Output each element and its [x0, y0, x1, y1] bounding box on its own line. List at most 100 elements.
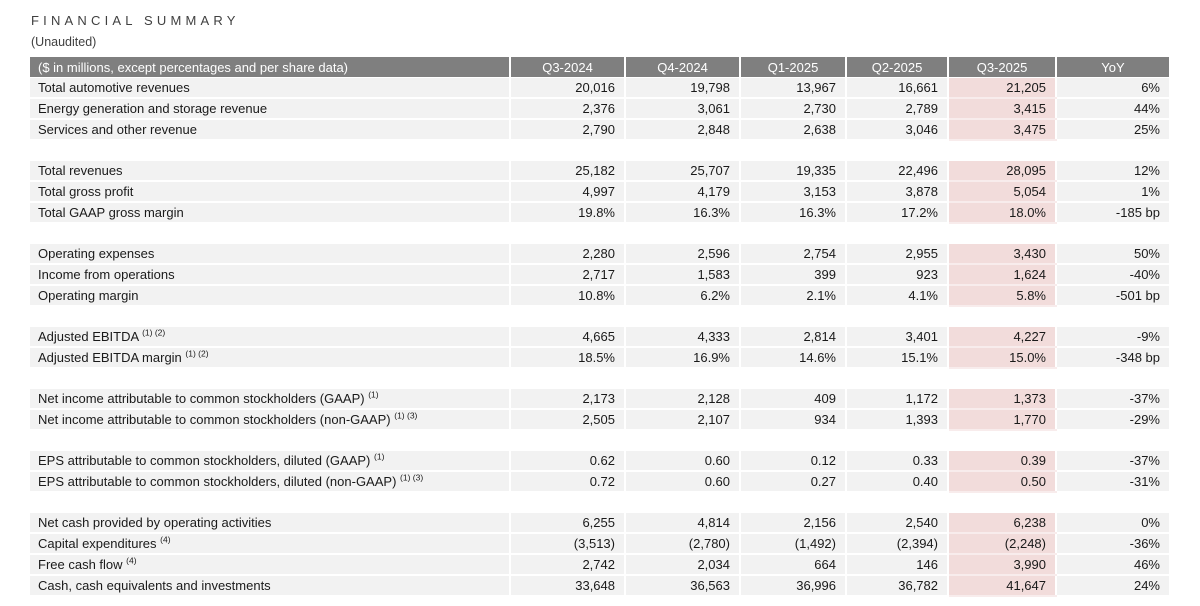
value-cell: 2,848 — [624, 119, 740, 141]
value-cell: 2.1% — [739, 285, 846, 307]
value-cell: 3,061 — [624, 98, 740, 120]
table-row: Free cash flow (4) 2,742 2,034 664 146 3,990 4… — [30, 554, 1169, 576]
value-cell: 2,280 — [509, 244, 625, 265]
value-cell: 17.2% — [845, 202, 948, 224]
value-cell: 4.1% — [845, 285, 948, 307]
value-cell: 6,255 — [509, 513, 625, 534]
value-cell-highlighted: 18.0% — [947, 202, 1056, 224]
financial-summary-table: ($ in millions, except percentages and p… — [30, 57, 1169, 597]
value-cell: 13,967 — [739, 77, 846, 99]
row-label: Capital expenditures (4) — [30, 533, 510, 555]
value-cell: 22,496 — [845, 161, 948, 182]
row-label: Energy generation and storage revenue — [30, 98, 510, 120]
value-cell: -9% — [1055, 327, 1169, 348]
value-cell: -348 bp — [1055, 347, 1169, 369]
value-cell: 0.62 — [509, 451, 625, 472]
value-cell: 2,814 — [739, 327, 846, 348]
value-cell: 50% — [1055, 244, 1169, 265]
table-row: Adjusted EBITDA margin (1) (2) 18.5% 16.9%… — [30, 347, 1169, 369]
value-cell-highlighted: 21,205 — [947, 77, 1056, 99]
value-cell: 14.6% — [739, 347, 846, 369]
section-spacer — [30, 140, 1169, 161]
value-cell: 25,707 — [624, 161, 740, 182]
row-label: Services and other revenue — [30, 119, 510, 141]
footnote-marker: (1) — [368, 389, 379, 400]
column-header-q4-2024: Q4-2024 — [624, 57, 740, 78]
value-cell: 15.1% — [845, 347, 948, 369]
table-row: Total automotive revenues 20,016 19,798 13,… — [30, 77, 1169, 99]
value-cell: 1% — [1055, 181, 1169, 203]
row-label: Free cash flow (4) — [30, 554, 510, 576]
table-row: Net income attributable to common stockh… — [30, 389, 1169, 410]
value-cell: 0.60 — [624, 471, 740, 493]
table-row: Energy generation and storage revenue 2,3… — [30, 98, 1169, 120]
table-row: Total revenues 25,182 25,707 19,335 22,496 28… — [30, 161, 1169, 182]
footnote-marker: (1) (2) — [185, 348, 209, 359]
footnote-marker: (1) — [374, 451, 385, 462]
value-cell: -185 bp — [1055, 202, 1169, 224]
value-cell: 0.33 — [845, 451, 948, 472]
table-row: Operating expenses 2,280 2,596 2,754 2,955 3,… — [30, 244, 1169, 265]
value-cell: 4,179 — [624, 181, 740, 203]
row-label: Operating margin — [30, 285, 510, 307]
page-subtitle: (Unaudited) — [31, 35, 97, 49]
section-spacer — [30, 306, 1169, 327]
value-cell: 2,173 — [509, 389, 625, 410]
column-header-q3-2024: Q3-2024 — [509, 57, 625, 78]
value-cell-highlighted: (2,248) — [947, 533, 1056, 555]
table-row: Capital expenditures (4) (3,513) (2,780) (1… — [30, 533, 1169, 555]
column-header-q2-2025: Q2-2025 — [845, 57, 948, 78]
row-label: EPS attributable to common stockholders,… — [30, 471, 510, 493]
section-spacer — [30, 223, 1169, 244]
value-cell-highlighted: 1,770 — [947, 409, 1056, 431]
footnote-marker: (4) — [126, 555, 137, 566]
table-row: Services and other revenue 2,790 2,848 2,63… — [30, 119, 1169, 141]
value-cell: 10.8% — [509, 285, 625, 307]
table-header-row: ($ in millions, except percentages and p… — [30, 57, 1169, 78]
footnote-marker: (1) (2) — [142, 327, 166, 338]
value-cell: 2,638 — [739, 119, 846, 141]
footnote-marker: (1) (3) — [400, 472, 424, 483]
value-cell: 16,661 — [845, 77, 948, 99]
value-cell: 20,016 — [509, 77, 625, 99]
value-cell: 399 — [739, 264, 846, 286]
value-cell: 36,563 — [624, 575, 740, 597]
value-cell-highlighted: 3,415 — [947, 98, 1056, 120]
table-row: EPS attributable to common stockholders,… — [30, 451, 1169, 472]
value-cell: 1,583 — [624, 264, 740, 286]
section-spacer — [30, 492, 1169, 513]
value-cell: -36% — [1055, 533, 1169, 555]
value-cell: 0% — [1055, 513, 1169, 534]
value-cell-highlighted: 5.8% — [947, 285, 1056, 307]
value-cell: -31% — [1055, 471, 1169, 493]
value-cell-highlighted: 6,238 — [947, 513, 1056, 534]
value-cell: 2,789 — [845, 98, 948, 120]
value-cell: 2,128 — [624, 389, 740, 410]
table-body: Total automotive revenues 20,016 19,798 13,… — [30, 77, 1169, 597]
row-label: Total revenues — [30, 161, 510, 182]
value-cell: 2,955 — [845, 244, 948, 265]
value-cell: 2,505 — [509, 409, 625, 431]
value-cell: 0.40 — [845, 471, 948, 493]
value-cell: 2,754 — [739, 244, 846, 265]
row-label: Total automotive revenues — [30, 77, 510, 99]
value-cell: 409 — [739, 389, 846, 410]
value-cell: (2,394) — [845, 533, 948, 555]
footnote-marker: (1) (3) — [394, 410, 418, 421]
section-spacer-cell — [30, 430, 1169, 451]
value-cell: 2,107 — [624, 409, 740, 431]
value-cell: 2,742 — [509, 554, 625, 576]
table-row: EPS attributable to common stockholders,… — [30, 471, 1169, 493]
value-cell: 4,333 — [624, 327, 740, 348]
row-label: Net income attributable to common stockh… — [30, 409, 510, 431]
table-row: Cash, cash equivalents and investments 33… — [30, 575, 1169, 597]
column-header-q3-2025: Q3-2025 — [947, 57, 1056, 78]
value-cell: 3,046 — [845, 119, 948, 141]
row-label: Net cash provided by operating activitie… — [30, 513, 510, 534]
value-cell-highlighted: 0.39 — [947, 451, 1056, 472]
value-cell-highlighted: 0.50 — [947, 471, 1056, 493]
value-cell: 2,596 — [624, 244, 740, 265]
value-cell-highlighted: 3,990 — [947, 554, 1056, 576]
value-cell: 18.5% — [509, 347, 625, 369]
